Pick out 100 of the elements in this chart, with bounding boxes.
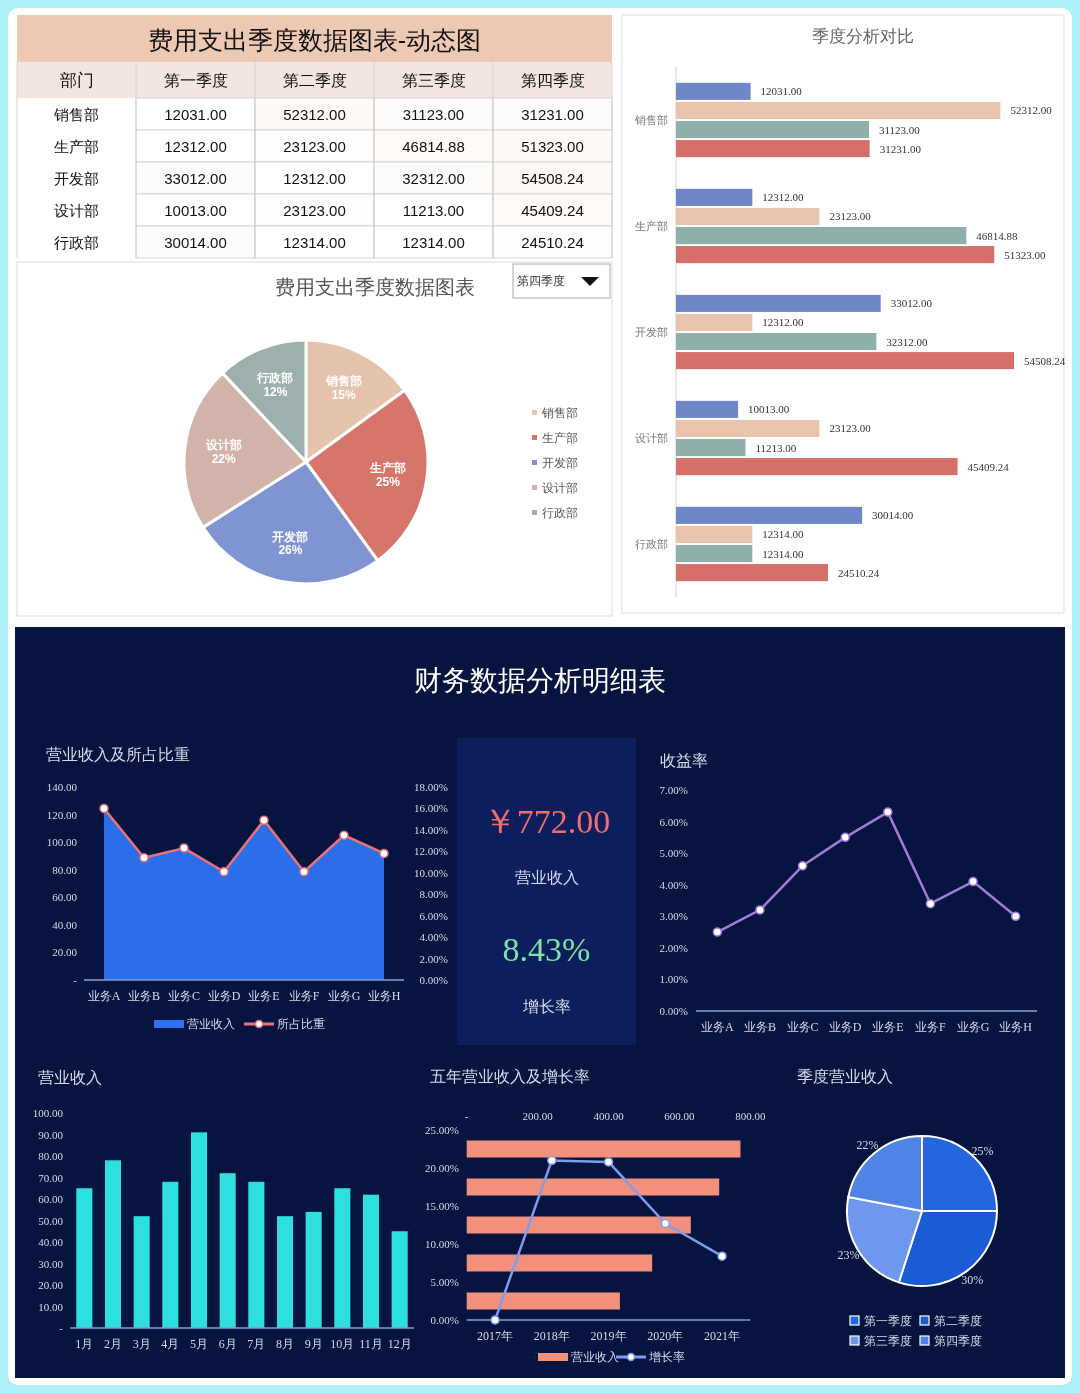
point: [547, 1155, 557, 1166]
y-tick-label: 80.00: [38, 1150, 64, 1162]
legend-label: 销售部: [541, 406, 578, 420]
data-label: 52312.00: [283, 105, 346, 123]
bar: [676, 333, 877, 351]
bar: [190, 1132, 208, 1328]
y-tick-label: 行政部: [635, 538, 668, 550]
data-label: 33012.00: [890, 297, 933, 310]
x-tick-label: 3月: [132, 1337, 151, 1351]
data-label: 12312.00: [164, 137, 227, 155]
data-label: 12312.00: [762, 191, 805, 204]
data-label: 46814.88: [976, 229, 1019, 242]
point: [712, 927, 723, 937]
y-tick-label: 2.00%: [659, 941, 688, 954]
x-tick-label: 业务D: [207, 989, 241, 1003]
x-tick-label: 业务D: [828, 1020, 862, 1034]
x-tick-label: 业务E: [248, 989, 280, 1003]
y-tick-label: 40.00: [38, 1236, 64, 1248]
y-tick-label: -: [59, 1322, 64, 1334]
x-tick-label: 2021年: [704, 1329, 741, 1343]
data-label: 12314.00: [762, 547, 805, 560]
data-label: 52312.00: [1010, 104, 1053, 117]
bar: [334, 1188, 351, 1328]
x-tick-label: 2017年: [477, 1329, 514, 1343]
y-tick-label: 25.00%: [425, 1124, 459, 1136]
bar: [466, 1292, 620, 1310]
data-label: 22%: [856, 1138, 879, 1153]
chart-title: 季度分析对比: [812, 26, 914, 46]
x-tick-label: 8月: [276, 1337, 294, 1351]
y-tick-label: 80.00: [52, 863, 78, 876]
bar: [276, 1216, 294, 1328]
bar: [676, 313, 753, 331]
y-tick-label: 15.00%: [425, 1200, 459, 1212]
bar: [676, 458, 958, 476]
bar: [676, 207, 820, 225]
data-label: 30%: [961, 1273, 984, 1288]
x-tick-label: 第二季度: [282, 71, 347, 89]
y-tick-label: 20.00%: [425, 1162, 459, 1174]
y-tick-label: 4.00%: [659, 878, 688, 891]
data-label: 30014.00: [164, 233, 227, 251]
x-tick-label: 业务A: [87, 989, 121, 1003]
bar: [676, 419, 820, 437]
y-tick-label: 销售部: [634, 114, 668, 126]
bar: [305, 1211, 322, 1328]
data-label: 12031.00: [164, 105, 227, 123]
bar: [466, 1178, 720, 1196]
legend-label: 生产部: [542, 431, 578, 445]
bar: [676, 564, 828, 582]
y2-tick-label: 10.00%: [414, 866, 448, 879]
point: [968, 876, 978, 887]
chart-title: 收益率: [660, 751, 708, 769]
data-label: 31123.00: [878, 123, 921, 136]
x-tick-label: 4月: [161, 1337, 180, 1351]
bar: [391, 1231, 408, 1328]
bar: [676, 82, 751, 100]
point: [299, 866, 309, 877]
y-tick-label: 60.00: [52, 891, 78, 904]
data-label: 12031.00: [760, 85, 803, 98]
point: [925, 898, 936, 909]
point: [840, 832, 850, 843]
x-tick-label: 9月: [304, 1337, 323, 1351]
data-label: 31231.00: [521, 105, 584, 123]
legend-label: 营业收入: [187, 1017, 235, 1031]
chart-title: 五年营业收入及增长率: [430, 1067, 590, 1085]
x-tick-label: 第四季度: [520, 71, 585, 89]
data-label: 24510.24: [837, 566, 880, 579]
y-tick-label: 1.00%: [659, 973, 688, 986]
point: [219, 866, 229, 877]
y2-tick-label: 16.00%: [414, 802, 448, 815]
y-tick-label: -: [73, 974, 78, 986]
chart-title: 费用支出季度数据图表-动态图: [147, 26, 482, 54]
chart-title: 费用支出季度数据图表: [274, 276, 475, 298]
data-label: 行政部 12%: [256, 370, 294, 399]
x-tick-label: 2020年: [647, 1329, 684, 1343]
y-tick-label: 90.00: [38, 1128, 64, 1141]
y-tick-label: 0.00%: [430, 1314, 459, 1326]
chart-title: 季度营业收入: [797, 1067, 893, 1085]
data-label: 12314.00: [283, 233, 346, 251]
x2-tick-label: 200.00: [522, 1110, 554, 1122]
y2-tick-label: 8.00%: [419, 888, 448, 901]
y-tick-label: 100.00: [32, 1107, 64, 1119]
bar: [676, 545, 753, 563]
y-tick-label: 20.00: [38, 1279, 64, 1291]
x-tick-label: 业务B: [743, 1020, 776, 1034]
text: 营业收入: [514, 868, 579, 886]
bar: [676, 121, 869, 139]
y2-tick-label: 14.00%: [414, 823, 448, 836]
data-label: 12312.00: [762, 316, 805, 329]
data-label: 12314.00: [402, 233, 465, 251]
bar: [676, 352, 1014, 370]
x-tick-label: 6月: [218, 1337, 237, 1351]
bar: [676, 439, 746, 457]
data-label: 10013.00: [164, 201, 227, 219]
y-tick-label: 140.00: [46, 781, 78, 793]
legend-label: 增长率: [648, 1350, 685, 1364]
legend-label: 行政部: [542, 506, 578, 520]
data-label: 54508.24: [521, 169, 584, 187]
x-tick-label: 业务C: [786, 1020, 819, 1034]
data-label: 32312.00: [402, 169, 465, 187]
x-tick-label: 业务A: [700, 1020, 734, 1034]
